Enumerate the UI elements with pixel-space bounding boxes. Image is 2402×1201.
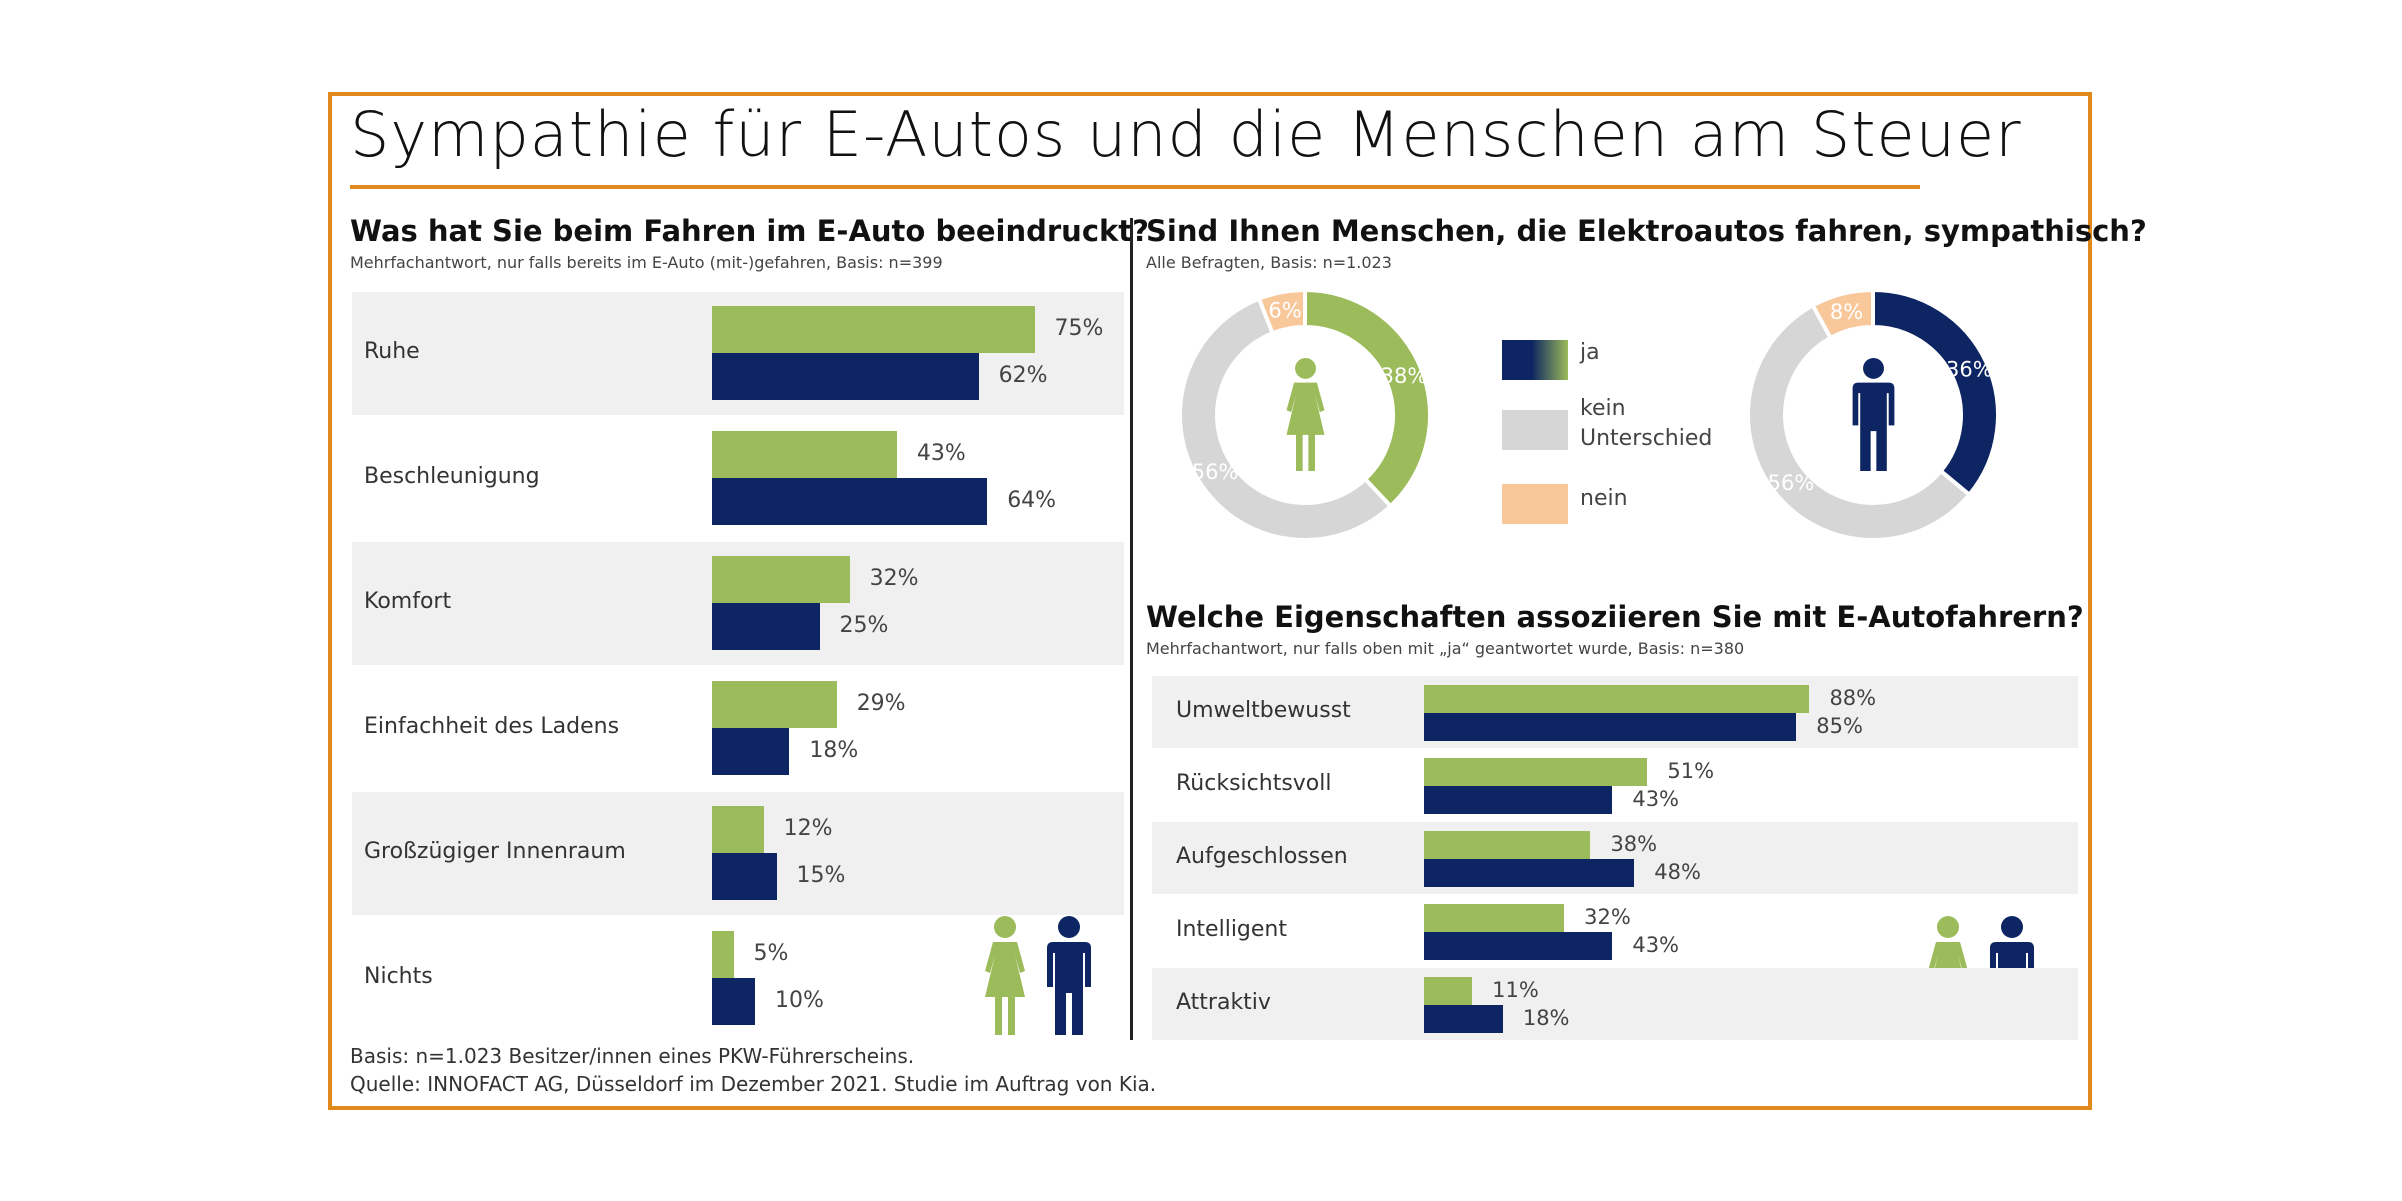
bar-female-einfachheit-des-ladens [712, 681, 837, 728]
bar-male-attraktiv [1424, 1005, 1503, 1033]
value-male-beschleunigung: 64% [1007, 487, 1057, 513]
value-male-ruecksichtsvoll: 43% [1632, 786, 1680, 811]
row-label-aufgeschlossen: Aufgeschlossen [1176, 843, 1348, 869]
donut-slice-ja [1303, 287, 1432, 509]
bar-male-umweltbewusst [1424, 713, 1797, 741]
section-divider [1130, 218, 1133, 1040]
row-label-grosszuegiger-innenraum: Großzügiger Innenraum [364, 839, 626, 865]
traits-chart-subheading: Mehrfachantwort, nur falls oben mit „ja“… [1146, 639, 1745, 658]
donut-label-ja: 36% [1946, 358, 1993, 382]
donut-label-kein-unterschied: 56% [1192, 460, 1239, 484]
donut-slice-kein-unterschied [1746, 302, 1973, 542]
bar-male-komfort [712, 603, 820, 650]
footnote-source: Quelle: INNOFACT AG, Düsseldorf im Dezem… [350, 1072, 1157, 1096]
donut-section-heading: Sind Ihnen Menschen, die Elektroautos fa… [1146, 214, 2147, 248]
value-male-attraktiv: 18% [1522, 1005, 1570, 1030]
bar-male-beschleunigung [712, 478, 988, 525]
bar-female-attraktiv [1424, 977, 1473, 1005]
donut-slice-kein-unterschied [1178, 296, 1394, 542]
row-label-beschleunigung: Beschleunigung [364, 464, 540, 490]
value-female-intelligent: 32% [1584, 904, 1631, 929]
donut-section-subheading: Alle Befragten, Basis: n=1.023 [1146, 253, 1392, 272]
bar-male-nichts [712, 978, 755, 1025]
donut-label-ja: 38% [1381, 364, 1428, 388]
row-label-umweltbewusst: Umweltbewusst [1176, 697, 1351, 723]
legend-label-ja: ja [1580, 340, 1600, 365]
legend-label-kein-unterschied: kein Unterschied [1580, 396, 1713, 451]
row-label-attraktiv: Attraktiv [1176, 989, 1271, 1015]
value-male-ruhe: 62% [998, 362, 1048, 388]
bar-female-grosszuegiger-innenraum [712, 806, 764, 853]
value-male-komfort: 25% [839, 612, 889, 638]
bar-female-ruhe [712, 306, 1035, 353]
row-band-attraktiv [1152, 968, 2078, 1040]
bar-male-grosszuegiger-innenraum [712, 853, 777, 900]
legend-label-nein: nein [1580, 486, 1628, 511]
value-male-intelligent: 43% [1632, 932, 1680, 957]
value-female-attraktiv: 11% [1492, 977, 1539, 1002]
value-female-ruhe: 75% [1054, 315, 1104, 341]
row-label-einfachheit-des-ladens: Einfachheit des Ladens [364, 714, 620, 740]
bar-female-intelligent [1424, 904, 1565, 932]
value-female-umweltbewusst: 88% [1829, 685, 1877, 710]
bar-female-komfort [712, 556, 850, 603]
bar-male-ruecksichtsvoll [1424, 786, 1613, 814]
legend-swatch-nein [1502, 484, 1568, 524]
donut-label-kein-unterschied: 56% [1768, 471, 1815, 495]
row-label-komfort: Komfort [364, 589, 452, 615]
donut-label-nein: 8% [1830, 300, 1863, 324]
bar-male-intelligent [1424, 932, 1613, 960]
footnote-basis: Basis: n=1.023 Besitzer/innen eines PKW-… [350, 1044, 915, 1068]
bar-male-aufgeschlossen [1424, 859, 1635, 887]
row-label-intelligent: Intelligent [1176, 916, 1287, 942]
bar-male-ruhe [712, 353, 979, 400]
bar-female-nichts [712, 931, 734, 978]
row-label-ruhe: Ruhe [364, 339, 420, 365]
page-title: Sympathie für E-Autos und die Menschen a… [350, 98, 2022, 171]
value-female-aufgeschlossen: 38% [1610, 831, 1658, 856]
left-chart-heading: Was hat Sie beim Fahren im E-Auto beeind… [350, 214, 1149, 248]
value-female-beschleunigung: 43% [916, 440, 966, 466]
donut-chart-female: 38% 56% 6% [1178, 287, 1432, 542]
traits-chart-heading: Welche Eigenschaften assoziieren Sie mit… [1146, 600, 2084, 634]
donut-label-nein: 6% [1268, 298, 1301, 322]
donut-slice-nein [1810, 287, 1875, 341]
bar-female-aufgeschlossen [1424, 831, 1591, 859]
legend-swatch-kein-unterschied [1502, 410, 1568, 450]
donut-slice-ja [1871, 287, 2000, 498]
value-male-nichts: 10% [775, 987, 824, 1013]
woman-icon [985, 916, 1025, 1035]
value-female-ruecksichtsvoll: 51% [1667, 758, 1715, 783]
value-male-grosszuegiger-innenraum: 15% [796, 862, 846, 888]
infographic-frame [328, 92, 2092, 1110]
value-female-grosszuegiger-innenraum: 12% [783, 815, 833, 841]
donut-chart-male: 36% 56% 8% [1746, 287, 2000, 542]
left-chart-subheading: Mehrfachantwort, nur falls bereits im E-… [350, 253, 943, 272]
donut-slice-nein [1256, 287, 1307, 336]
man-icon [1047, 916, 1091, 1035]
bar-female-ruecksichtsvoll [1424, 758, 1648, 786]
legend-swatch-ja [1502, 340, 1568, 380]
value-female-einfachheit-des-ladens: 29% [856, 690, 906, 716]
gender-icons-left [985, 916, 1091, 1035]
value-female-nichts: 5% [753, 940, 789, 966]
woman-center-icon [1286, 357, 1325, 471]
bar-female-umweltbewusst [1424, 685, 1810, 713]
title-underline [350, 185, 1920, 189]
bar-male-einfachheit-des-ladens [712, 728, 790, 775]
bar-female-beschleunigung [712, 431, 897, 478]
value-male-aufgeschlossen: 48% [1654, 859, 1701, 884]
value-male-einfachheit-des-ladens: 18% [809, 737, 859, 763]
value-male-umweltbewusst: 85% [1816, 713, 1863, 738]
value-female-komfort: 32% [869, 565, 919, 591]
row-label-nichts: Nichts [364, 964, 433, 990]
row-label-ruecksichtsvoll: Rücksichtsvoll [1176, 770, 1332, 796]
man-center-icon [1852, 357, 1895, 471]
